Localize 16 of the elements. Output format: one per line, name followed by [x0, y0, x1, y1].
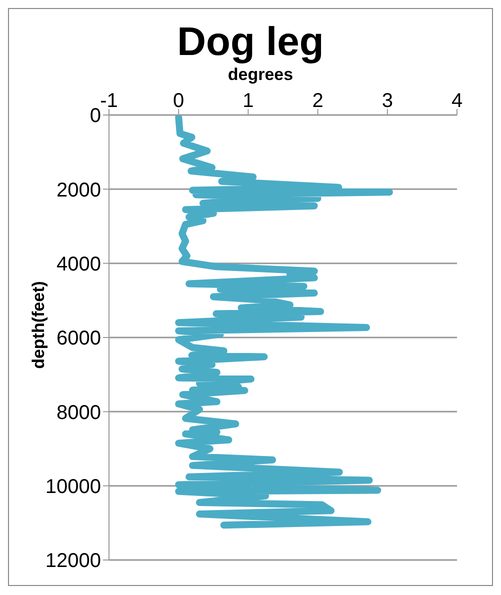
x-tick-label: 3: [382, 90, 393, 112]
y-tick-label: 4000: [56, 253, 101, 276]
y-tick-label: 12000: [45, 550, 101, 572]
y-tick-label: 2000: [56, 179, 101, 202]
x-tick-label: 0: [173, 90, 184, 112]
x-axis-title: degrees: [226, 65, 294, 85]
x-tick-label: 1: [242, 90, 254, 112]
x-tick-label: 2: [312, 90, 324, 112]
y-tick-label: 10000: [45, 476, 101, 498]
x-tick-label: -1: [100, 90, 118, 112]
y-tick-label: 8000: [56, 402, 101, 424]
y-axis-title: depth(feet): [29, 280, 49, 371]
chart-title: Dog leg: [176, 19, 325, 65]
y-tick-label: 0: [90, 105, 101, 128]
y-tick-label: 6000: [56, 328, 101, 350]
x-tick-label: 4: [451, 90, 463, 112]
